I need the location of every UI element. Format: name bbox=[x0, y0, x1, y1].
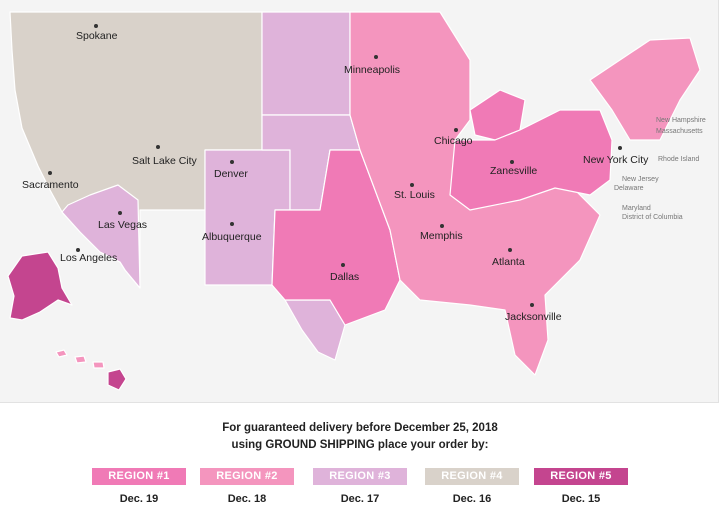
city-label-jacksonville: Jacksonville bbox=[505, 311, 562, 323]
legend-swatch-region-5: REGION #5 bbox=[534, 468, 628, 485]
state-label-maryland: Maryland bbox=[622, 205, 651, 212]
chicago-marker bbox=[454, 128, 458, 132]
zanesville-marker bbox=[510, 160, 514, 164]
city-label-denver: Denver bbox=[214, 168, 248, 180]
delivery-note-line1: For guaranteed delivery before December … bbox=[222, 422, 498, 434]
city-label-memphis: Memphis bbox=[420, 230, 463, 242]
delivery-note-line2: using GROUND SHIPPING place your order b… bbox=[0, 437, 720, 454]
legend-date-region-4: Dec. 16 bbox=[452, 493, 492, 505]
region1-tx-ok bbox=[271, 149, 401, 326]
spokane-marker bbox=[94, 24, 98, 28]
city-label-new-york-city: New York City bbox=[583, 154, 649, 166]
legend-swatch-region-4: REGION #4 bbox=[425, 468, 519, 485]
minneapolis-marker bbox=[374, 55, 378, 59]
dallas-marker bbox=[341, 263, 345, 267]
shipping-method: GROUND SHIPPING bbox=[265, 439, 375, 451]
region1-ohio-valley bbox=[449, 109, 613, 211]
state-label-new-jersey: New Jersey bbox=[622, 176, 659, 183]
map-svg: Spokane Minneapolis Salt Lake City Chica… bbox=[7, 11, 706, 391]
legend-swatch-region-1: REGION #1 bbox=[92, 468, 186, 485]
city-markers: Spokane Minneapolis Salt Lake City Chica… bbox=[22, 24, 649, 323]
legend-date-region-1: Dec. 19 bbox=[119, 493, 159, 505]
sacramento-marker bbox=[48, 171, 52, 175]
new-york-city-marker bbox=[618, 146, 622, 150]
city-label-atlanta: Atlanta bbox=[492, 256, 525, 268]
legend-date-region-3: Dec. 17 bbox=[340, 493, 380, 505]
city-label-st-louis: St. Louis bbox=[394, 189, 435, 201]
city-label-las-vegas: Las Vegas bbox=[98, 219, 147, 231]
legend-item-region-1: REGION #1 Dec. 19 bbox=[92, 468, 186, 505]
region3-southwest-ca bbox=[61, 184, 141, 289]
region2-midwest-south bbox=[349, 11, 601, 376]
region5-alaska bbox=[7, 251, 73, 321]
legend-date-region-2: Dec. 18 bbox=[227, 493, 267, 505]
albuquerque-marker bbox=[230, 222, 234, 226]
region-legend: REGION #1 Dec. 19 REGION #2 Dec. 18 REGI… bbox=[0, 468, 720, 516]
city-label-dallas: Dallas bbox=[330, 271, 359, 283]
region2-northeast bbox=[589, 37, 701, 141]
city-label-albuquerque: Albuquerque bbox=[202, 231, 262, 243]
denver-marker bbox=[230, 160, 234, 164]
salt-lake-city-marker bbox=[156, 145, 160, 149]
st-louis-marker bbox=[410, 183, 414, 187]
legend-item-region-4: REGION #4 Dec. 16 bbox=[425, 468, 519, 505]
state-label-delaware: Delaware bbox=[614, 185, 644, 192]
legend-swatch-region-2: REGION #2 bbox=[200, 468, 294, 485]
delivery-note: For guaranteed delivery before December … bbox=[0, 420, 720, 454]
legend-item-region-3: REGION #3 Dec. 17 bbox=[313, 468, 407, 505]
city-label-salt-lake-city: Salt Lake City bbox=[132, 155, 198, 167]
delivery-note-line2-suffix: place your order by: bbox=[374, 439, 489, 451]
legend-date-region-5: Dec. 15 bbox=[561, 493, 601, 505]
state-labels: New Hampshire Massachusetts Rhode Island… bbox=[614, 117, 706, 221]
city-label-spokane: Spokane bbox=[76, 30, 118, 42]
region5-hawaii-big-island bbox=[107, 368, 127, 391]
jacksonville-marker bbox=[530, 303, 534, 307]
region3-dakotas bbox=[261, 11, 351, 116]
city-label-zanesville: Zanesville bbox=[490, 165, 537, 177]
state-label-new-hampshire: New Hampshire bbox=[656, 117, 706, 124]
city-label-chicago: Chicago bbox=[434, 135, 473, 147]
state-label-rhode-island: Rhode Island bbox=[658, 156, 699, 163]
legend-swatch-region-3: REGION #3 bbox=[313, 468, 407, 485]
memphis-marker bbox=[440, 224, 444, 228]
city-label-sacramento: Sacramento bbox=[22, 179, 79, 191]
city-label-minneapolis: Minneapolis bbox=[344, 64, 400, 76]
region2-hawaii bbox=[55, 349, 105, 369]
los-angeles-marker bbox=[76, 248, 80, 252]
delivery-note-line2-prefix: using bbox=[231, 439, 266, 451]
legend-item-region-2: REGION #2 Dec. 18 bbox=[200, 468, 294, 505]
atlanta-marker bbox=[508, 248, 512, 252]
las-vegas-marker bbox=[118, 211, 122, 215]
shipping-region-map: Spokane Minneapolis Salt Lake City Chica… bbox=[0, 0, 719, 403]
state-label-massachusetts: Massachusetts bbox=[656, 128, 703, 135]
state-label-district-of-columbia: District of Columbia bbox=[622, 214, 683, 221]
city-label-los-angeles: Los Angeles bbox=[60, 252, 117, 264]
legend-item-region-5: REGION #5 Dec. 15 bbox=[534, 468, 628, 505]
